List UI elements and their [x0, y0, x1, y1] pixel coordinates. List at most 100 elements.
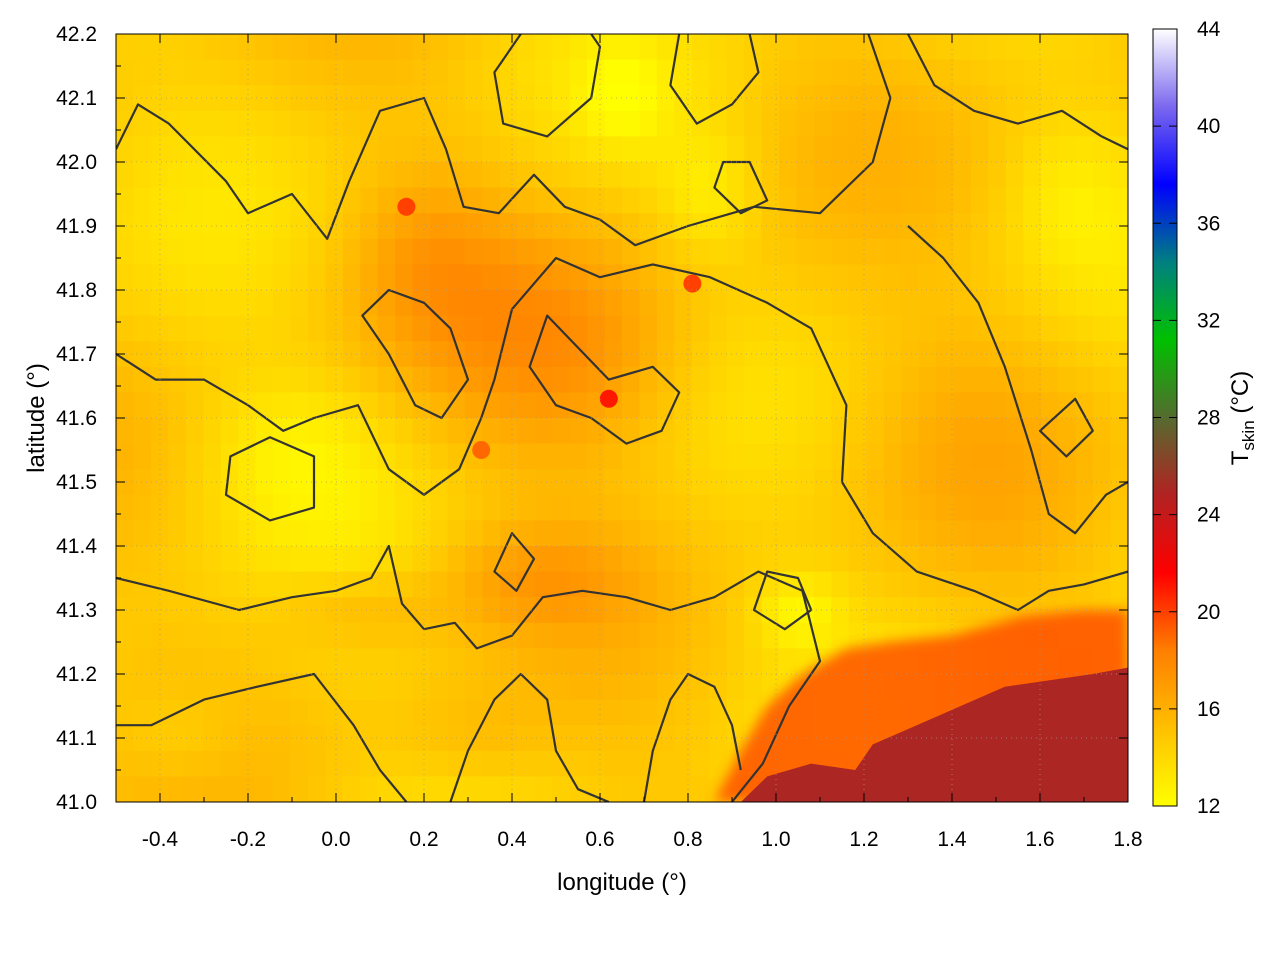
- field-cell: [1040, 264, 1059, 291]
- field-cell: [185, 725, 204, 752]
- field-cell: [150, 469, 169, 496]
- field-cell: [133, 725, 152, 752]
- contour-line: [116, 672, 408, 802]
- field-cell: [1023, 162, 1042, 189]
- field-cell: [639, 597, 658, 624]
- field-cell: [1093, 59, 1112, 86]
- field-cell: [552, 648, 571, 675]
- field-cell: [604, 469, 623, 496]
- field-cell: [273, 392, 292, 419]
- field-cell: [220, 187, 239, 214]
- field-cell: [273, 34, 292, 61]
- field-cell: [988, 494, 1007, 521]
- field-cell: [325, 443, 344, 470]
- field-cell: [255, 622, 274, 649]
- field-cell: [1058, 162, 1077, 189]
- field-cell: [238, 622, 257, 649]
- field-cell: [1058, 469, 1077, 496]
- field-cell: [831, 162, 850, 189]
- field-cell: [796, 520, 815, 547]
- field-cell: [569, 34, 588, 61]
- contour-line: [907, 34, 1128, 151]
- field-cell: [133, 597, 152, 624]
- field-cell: [185, 315, 204, 342]
- field-cell: [587, 34, 606, 61]
- field-cell: [116, 622, 135, 649]
- field-cell: [1023, 34, 1042, 61]
- field-cell: [255, 264, 274, 291]
- field-cell: [726, 59, 745, 86]
- field-cell: [848, 264, 867, 291]
- field-cell: [953, 366, 972, 393]
- field-cell: [970, 366, 990, 393]
- field-cell: [901, 546, 920, 573]
- field-cell: [691, 187, 710, 214]
- field-cell: [831, 597, 850, 624]
- field-cell: [726, 520, 745, 547]
- field-cell: [534, 546, 553, 573]
- field-cell: [517, 187, 536, 214]
- field-cell: [1058, 213, 1077, 240]
- field-cell: [203, 520, 222, 547]
- field-cell: [273, 750, 292, 777]
- field-cell: [447, 520, 466, 547]
- x-tick-label: -0.2: [230, 828, 266, 851]
- field-cell: [168, 59, 187, 86]
- field-cell: [447, 34, 466, 61]
- field-cell: [709, 290, 728, 317]
- field-cell: [1058, 34, 1077, 61]
- field-cell: [744, 494, 763, 521]
- field-cell: [744, 443, 763, 470]
- field-cell: [622, 674, 641, 701]
- field-cell: [848, 597, 867, 624]
- field-cell: [1093, 290, 1112, 317]
- field-cell: [430, 571, 449, 598]
- field-cell: [290, 699, 309, 726]
- field-cell: [430, 213, 449, 240]
- field-cell: [377, 136, 396, 163]
- field-cell: [831, 213, 850, 240]
- field-cell: [307, 290, 326, 317]
- field-cell: [622, 34, 641, 61]
- field-cell: [744, 110, 763, 137]
- field-cell: [499, 546, 518, 573]
- field-cell: [622, 392, 641, 419]
- field-cell: [988, 315, 1007, 342]
- field-cell: [552, 264, 571, 291]
- field-cell: [116, 366, 135, 393]
- field-cell: [1075, 366, 1094, 393]
- field-cell: [709, 699, 728, 726]
- field-cell: [866, 469, 885, 496]
- field-cell: [255, 648, 274, 675]
- field-cell: [168, 162, 187, 189]
- field-cell: [168, 597, 187, 624]
- field-cell: [813, 443, 832, 470]
- field-cell: [255, 699, 274, 726]
- field-cell: [307, 571, 326, 598]
- field-cell: [674, 85, 693, 112]
- field-cell: [203, 674, 222, 701]
- field-cell: [691, 546, 710, 573]
- field-cell: [499, 85, 518, 112]
- field-cell: [813, 622, 832, 649]
- field-cell: [447, 699, 466, 726]
- field-cell: [325, 34, 344, 61]
- field-cell: [168, 520, 187, 547]
- field-cell: [587, 110, 606, 137]
- field-cell: [970, 213, 990, 240]
- field-cell: [220, 136, 239, 163]
- field-cell: [1110, 520, 1128, 547]
- field-cell: [1110, 59, 1128, 86]
- colorbar-tick-label: 16: [1197, 698, 1220, 721]
- sea-region: [714, 610, 1128, 802]
- field-cell: [552, 622, 571, 649]
- x-tick-label: 1.4: [937, 828, 967, 851]
- field-cell: [761, 392, 780, 419]
- field-cell: [883, 136, 902, 163]
- field-cell: [622, 750, 641, 777]
- field-cell: [342, 494, 361, 521]
- field-cell: [168, 776, 187, 802]
- field-cell: [255, 341, 274, 368]
- field-cell: [1093, 494, 1112, 521]
- field-cell: [447, 366, 466, 393]
